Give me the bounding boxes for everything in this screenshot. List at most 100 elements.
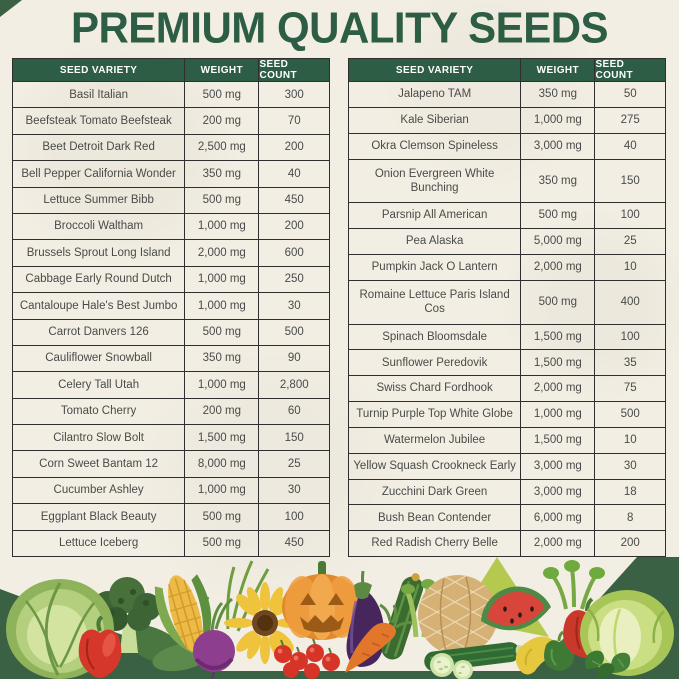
cell-count: 10 bbox=[623, 261, 637, 274]
green-pepper-icon bbox=[544, 630, 575, 671]
cell-variety: Sunflower Peredovik bbox=[349, 350, 522, 376]
cell-count: 500 bbox=[620, 408, 640, 421]
table-row: Sunflower Peredovik 1,500 mg 35 bbox=[349, 350, 665, 377]
table-body: Jalapeno TAM 350 mg 50 Kale Siberian 1,000 m… bbox=[349, 82, 665, 557]
cell-weight: 3,000 mg bbox=[521, 133, 596, 159]
cell-count: 300 bbox=[284, 88, 304, 101]
column-header: WEIGHT bbox=[185, 59, 260, 81]
cell-variety: Cucumber Ashley bbox=[13, 477, 186, 504]
table-row: Pea Alaska 5,000 mg 25 bbox=[349, 229, 665, 255]
cell-variety: Eggplant Black Beauty bbox=[13, 504, 186, 530]
table-row: Cauliflower Snowball 350 mg 90 bbox=[13, 345, 329, 373]
cell-weight: 1,000 mg bbox=[185, 477, 260, 504]
cell-count: 250 bbox=[284, 273, 304, 286]
cell-weight: 1,000 mg bbox=[185, 372, 260, 398]
cell-variety: Tomato Cherry bbox=[13, 398, 186, 425]
cell-variety: Bush Bean Contender bbox=[349, 505, 522, 531]
cell-count: 75 bbox=[623, 382, 637, 395]
table-row: Turnip Purple Top White Globe 1,000 mg 500 bbox=[349, 402, 665, 428]
cell-count: 450 bbox=[284, 537, 304, 550]
cell-count: 90 bbox=[287, 352, 301, 365]
table-row: Jalapeno TAM 350 mg 50 bbox=[349, 82, 665, 108]
cell-weight: 2,000 mg bbox=[185, 240, 260, 266]
cell-count: 30 bbox=[287, 299, 301, 312]
table-row: Spinach Bloomsdale 1,500 mg 100 bbox=[349, 324, 665, 351]
cell-weight: 5,000 mg bbox=[521, 229, 596, 254]
cell-variety: Cabbage Early Round Dutch bbox=[13, 266, 186, 293]
cell-weight: 500 mg bbox=[185, 319, 260, 345]
cell-weight: 1,500 mg bbox=[185, 425, 260, 451]
carrot-icon bbox=[345, 603, 415, 673]
cell-weight: 500 mg bbox=[185, 187, 260, 213]
column-header: SEED VARIETY bbox=[349, 59, 522, 81]
cell-count: 60 bbox=[287, 405, 301, 418]
table-row: Swiss Chard Fordhook 2,000 mg 75 bbox=[349, 376, 665, 403]
cell-weight: 1,000 mg bbox=[521, 107, 596, 133]
cell-weight: 200 mg bbox=[185, 108, 260, 134]
cell-count: 450 bbox=[284, 194, 304, 207]
table-row: Watermelon Jubilee 1,500 mg 10 bbox=[349, 427, 665, 454]
cell-weight: 500 mg bbox=[521, 203, 596, 229]
cell-weight: 350 mg bbox=[521, 159, 596, 203]
cell-count: 150 bbox=[620, 174, 640, 187]
cell-count: 400 bbox=[620, 295, 640, 308]
basil-icon bbox=[585, 650, 631, 678]
table-row: Beet Detroit Dark Red 2,500 mg 200 bbox=[13, 134, 329, 162]
page-title: PREMIUM QUALITY SEEDS bbox=[70, 3, 609, 52]
cell-count: 8 bbox=[627, 511, 634, 524]
cell-variety: Spinach Bloomsdale bbox=[349, 324, 522, 350]
table-row: Corn Sweet Bantam 12 8,000 mg 25 bbox=[13, 451, 329, 478]
cell-weight: 1,000 mg bbox=[521, 402, 596, 427]
cell-count: 10 bbox=[623, 434, 637, 447]
table-row: Beefsteak Tomato Beefsteak 200 mg 70 bbox=[13, 108, 329, 135]
cherry-tomatoes-icon bbox=[274, 638, 340, 679]
cell-weight: 3,000 mg bbox=[521, 453, 596, 479]
table-row: Parsnip All American 500 mg 100 bbox=[349, 203, 665, 230]
cell-count: 30 bbox=[623, 459, 637, 472]
table-header-row: SEED VARIETY WEIGHT SEED COUNT bbox=[349, 59, 665, 82]
table-row: Bush Bean Contender 6,000 mg 8 bbox=[349, 505, 665, 532]
cantaloupe-icon bbox=[418, 575, 498, 655]
cell-weight: 1,500 mg bbox=[521, 324, 596, 350]
cell-weight: 350 mg bbox=[185, 161, 260, 187]
column-header: SEED COUNT bbox=[259, 59, 298, 81]
cell-weight: 6,000 mg bbox=[521, 505, 596, 531]
cell-count: 100 bbox=[620, 330, 640, 343]
table-row: Kale Siberian 1,000 mg 275 bbox=[349, 107, 665, 134]
seed-table-right: SEED VARIETY WEIGHT SEED COUNT Jalapeno TAM… bbox=[348, 58, 666, 557]
cell-variety: Celery Tall Utah bbox=[13, 372, 186, 398]
cell-weight: 350 mg bbox=[521, 82, 596, 107]
cell-variety: Turnip Purple Top White Globe bbox=[349, 402, 522, 427]
table-row: Pumpkin Jack O Lantern 2,000 mg 10 bbox=[349, 254, 665, 281]
table-row: Romaine Lettuce Paris Island Cos 500 mg 40… bbox=[349, 280, 665, 325]
cell-variety: Jalapeno TAM bbox=[349, 82, 522, 107]
cell-count: 35 bbox=[623, 356, 637, 369]
cell-variety: Bell Pepper California Wonder bbox=[13, 161, 186, 187]
cell-variety: Pea Alaska bbox=[349, 229, 522, 254]
cell-variety: Romaine Lettuce Paris Island Cos bbox=[349, 280, 522, 324]
cell-weight: 500 mg bbox=[185, 530, 260, 557]
table-row: Cabbage Early Round Dutch 1,000 mg 250 bbox=[13, 266, 329, 294]
cell-variety: Onion Evergreen White Bunching bbox=[349, 159, 522, 203]
cell-count: 200 bbox=[620, 537, 640, 550]
cell-weight: 2,000 mg bbox=[521, 254, 596, 280]
cell-variety: Lettuce Summer Bibb bbox=[13, 187, 186, 213]
cell-variety: Beefsteak Tomato Beefsteak bbox=[13, 108, 186, 134]
cell-variety: Zucchini Dark Green bbox=[349, 479, 522, 505]
table-row: Celery Tall Utah 1,000 mg 2,800 bbox=[13, 372, 329, 399]
table-row: Broccoli Waltham 1,000 mg 200 bbox=[13, 213, 329, 241]
cell-weight: 500 mg bbox=[185, 504, 260, 530]
cell-count: 40 bbox=[623, 139, 637, 152]
cell-count: 50 bbox=[623, 88, 637, 101]
cell-weight: 1,500 mg bbox=[521, 427, 596, 453]
cell-variety: Swiss Chard Fordhook bbox=[349, 376, 522, 402]
cell-count: 275 bbox=[620, 114, 640, 127]
cell-weight: 1,500 mg bbox=[521, 350, 596, 376]
cell-variety: Cantaloupe Hale's Best Jumbo bbox=[13, 293, 186, 319]
table-row: Bell Pepper California Wonder 350 mg 40 bbox=[13, 161, 329, 188]
table-row: Basil Italian 500 mg 300 bbox=[13, 82, 329, 109]
cell-variety: Red Radish Cherry Belle bbox=[349, 531, 522, 557]
cell-weight: 2,000 mg bbox=[521, 376, 596, 402]
cell-variety: Lettuce Iceberg bbox=[13, 530, 186, 557]
cell-count: 30 bbox=[287, 484, 301, 497]
